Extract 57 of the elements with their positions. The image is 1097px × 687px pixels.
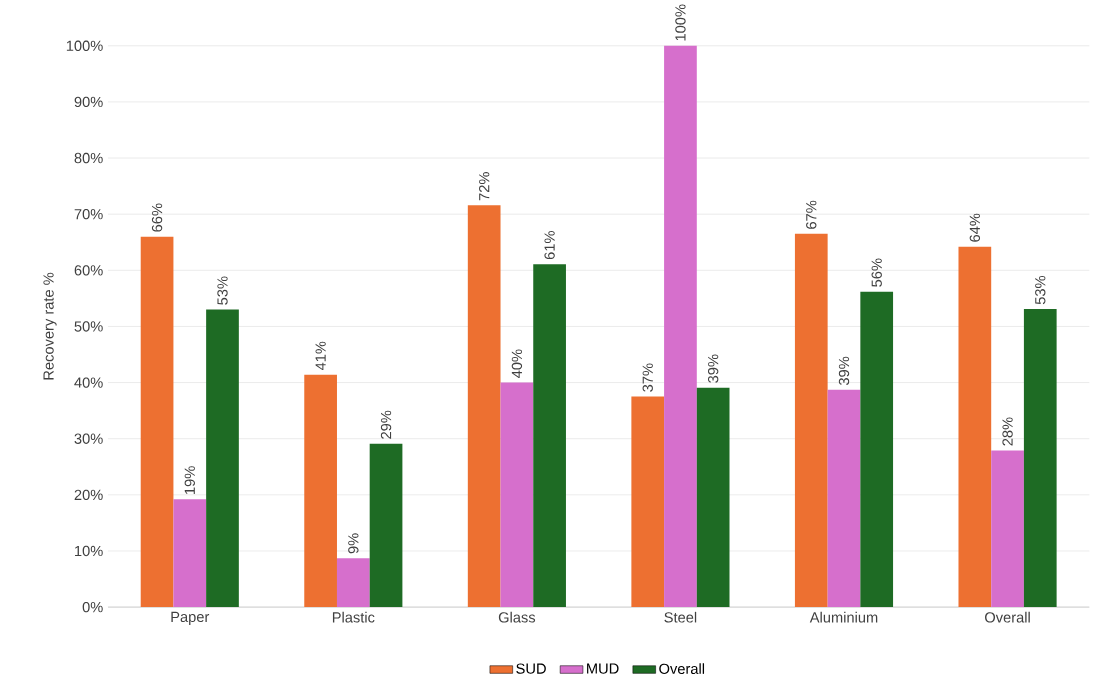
data-label: 53%: [1035, 275, 1046, 305]
y-tick-label: 40%: [74, 377, 103, 388]
x-tick-label: Steel: [664, 611, 697, 623]
x-tick-label: Aluminium: [809, 611, 878, 623]
bar: [1023, 308, 1057, 608]
bar: [140, 236, 174, 608]
y-tick-label: 0%: [82, 601, 103, 613]
y-tick-label: 90%: [74, 96, 103, 108]
x-tick-label: Overall: [985, 611, 1030, 623]
data-label: 39%: [707, 354, 719, 383]
data-label: 19%: [184, 466, 195, 494]
data-label: 67%: [806, 200, 817, 229]
bar: [336, 558, 370, 608]
bar: [664, 45, 697, 608]
bar: [991, 450, 1024, 608]
y-tick-label: 20%: [74, 489, 103, 500]
data-label: 40%: [511, 349, 523, 378]
data-label: 28%: [1002, 417, 1013, 446]
data-label: 64%: [969, 213, 981, 242]
x-tick-label: Glass: [498, 611, 536, 623]
data-label: 39%: [838, 356, 850, 385]
y-tick-label: 80%: [74, 152, 103, 164]
y-tick-label: 10%: [75, 545, 103, 557]
data-label: 61%: [544, 231, 555, 260]
bar: [696, 387, 730, 608]
bar: [500, 382, 534, 608]
y-axis-title: Recovery rate %: [43, 272, 57, 380]
y-tick-label: 30%: [74, 433, 103, 444]
bar: [860, 291, 894, 608]
data-label: 9%: [348, 533, 359, 554]
y-tick-label: 100%: [66, 40, 103, 51]
bar: [304, 374, 337, 608]
legend-label: Overall: [659, 663, 705, 674]
bar: [827, 389, 861, 608]
x-tick-label: Plastic: [332, 611, 375, 623]
y-tick-label: 70%: [74, 208, 103, 220]
data-label: 72%: [479, 172, 490, 201]
data-label: 53%: [217, 276, 228, 305]
data-label: 41%: [315, 341, 326, 371]
legend-label: MUD: [587, 663, 619, 674]
x-tick-label: Paper: [171, 611, 210, 625]
bar: [631, 396, 665, 608]
data-label: 100%: [675, 4, 686, 41]
bar: [958, 246, 992, 608]
data-label: 66%: [151, 203, 163, 232]
bar: [794, 233, 828, 608]
legend-label: SUD: [516, 663, 546, 674]
data-label: 56%: [871, 258, 882, 287]
y-tick-label: 60%: [74, 265, 103, 276]
bar: [467, 205, 501, 608]
data-label: 37%: [642, 363, 653, 392]
data-label: 29%: [380, 410, 392, 439]
y-tick-label: 50%: [74, 321, 103, 332]
bar: [173, 499, 207, 608]
bar: [369, 443, 403, 608]
bar: [533, 264, 566, 608]
bar: [206, 309, 239, 608]
